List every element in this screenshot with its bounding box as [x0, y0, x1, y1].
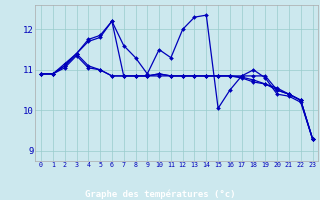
Text: Graphe des températures (°c): Graphe des températures (°c) — [85, 190, 235, 199]
